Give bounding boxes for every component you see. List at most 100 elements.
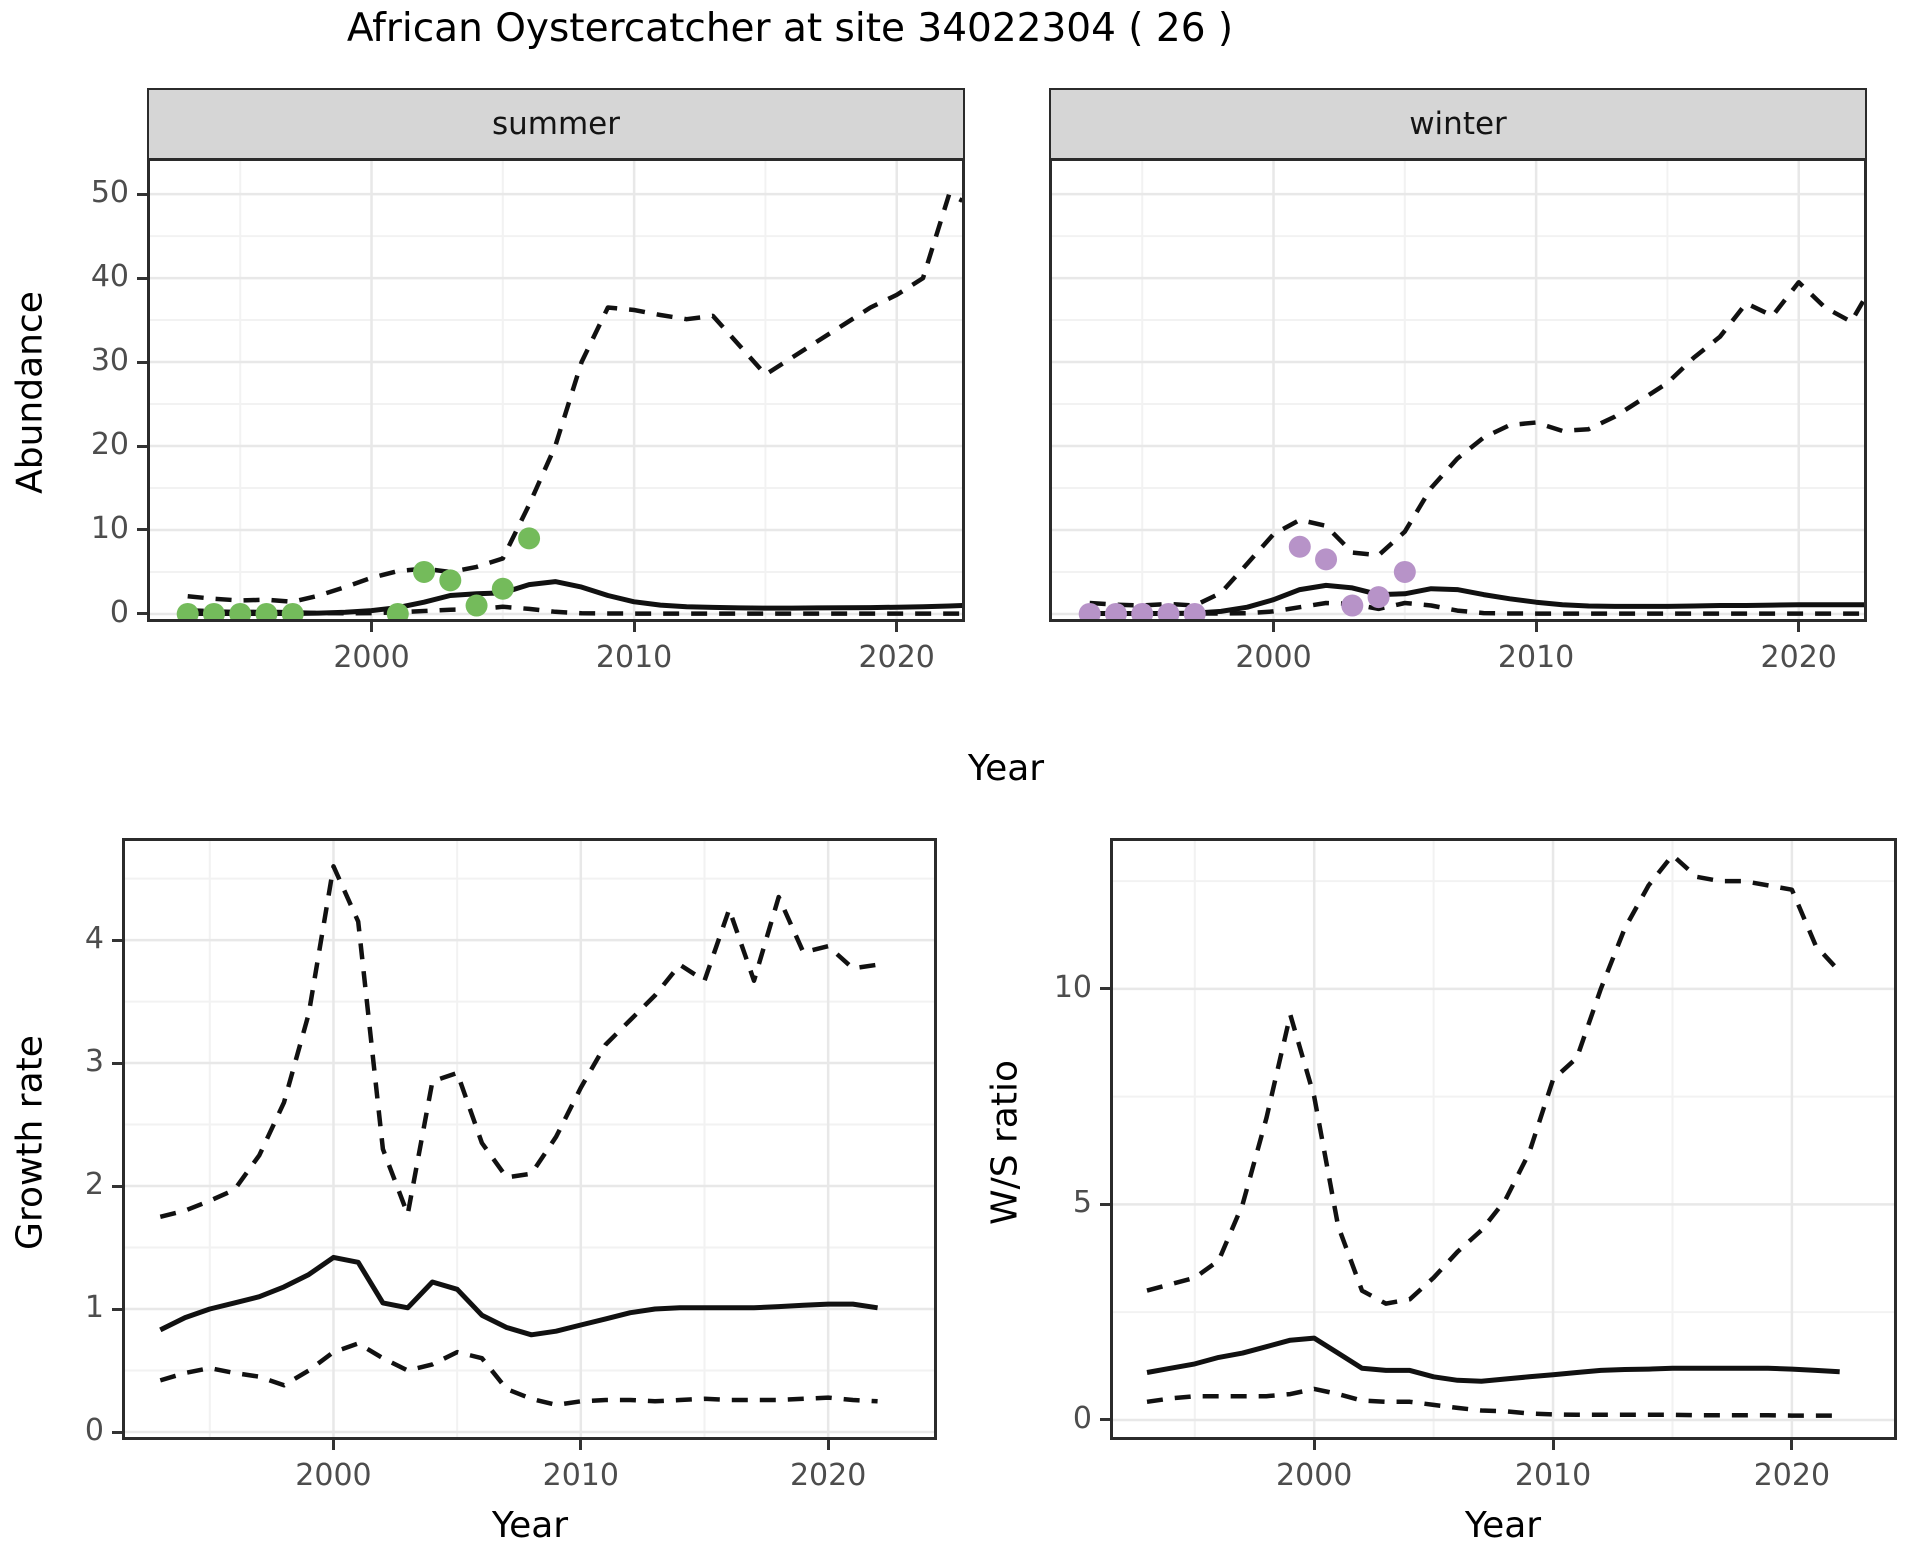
y-axis-tick-mark bbox=[137, 276, 147, 280]
top-year-axis-title: Year bbox=[967, 748, 1045, 789]
x-axis-tick-mark bbox=[1797, 622, 1801, 632]
x-axis-tick-mark bbox=[1272, 622, 1276, 632]
y-axis-tick-label: 40 bbox=[90, 259, 129, 295]
ws-year-axis-title: Year bbox=[1464, 1505, 1542, 1546]
abundance-summer-lower_ci-line bbox=[187, 604, 963, 616]
abundance-summer-observation-point bbox=[176, 602, 199, 622]
y-axis-tick-label: 0 bbox=[84, 1413, 104, 1448]
ws-ratio-lower_ci-line bbox=[1146, 1386, 1840, 1418]
abundance-summer-plot bbox=[147, 158, 965, 622]
abundance-summer-observation-point bbox=[439, 569, 462, 592]
abundance-winter-plot bbox=[1049, 158, 1867, 622]
y-axis-tick-label: 0 bbox=[109, 594, 129, 630]
facet-strip-summer-label: summer bbox=[491, 106, 620, 142]
abundance-winter-observation-point bbox=[1078, 602, 1101, 622]
abundance-summer-observation-point bbox=[386, 602, 409, 622]
x-axis-tick-mark bbox=[579, 1440, 583, 1450]
y-axis-tick-mark bbox=[137, 360, 147, 364]
ws-ratio-axis-title: W/S ratio bbox=[984, 1059, 1026, 1226]
x-axis-tick-mark bbox=[1534, 622, 1538, 632]
abundance-summer-observation-point bbox=[229, 602, 252, 622]
y-axis-tick-label: 50 bbox=[90, 175, 129, 211]
x-axis-tick-label: 2010 bbox=[1514, 1458, 1592, 1493]
y-axis-tick-label: 20 bbox=[90, 427, 129, 462]
facet-strip-summer: summer bbox=[147, 88, 965, 160]
y-axis-tick-label: 10 bbox=[1053, 969, 1092, 1005]
abundance-winter-panel bbox=[1049, 158, 1867, 622]
y-axis-tick-mark bbox=[1100, 1418, 1110, 1422]
y-axis-tick-label: 10 bbox=[90, 510, 129, 546]
facet-strip-winter: winter bbox=[1049, 88, 1867, 160]
abundance-summer-observation-point bbox=[491, 577, 514, 600]
ws-ratio-median-line bbox=[1146, 1335, 1840, 1384]
abundance-summer-observation-point bbox=[413, 560, 436, 583]
abundance-winter-observation-point bbox=[1315, 548, 1338, 571]
x-axis-tick-mark bbox=[826, 1440, 830, 1450]
growth-rate-median-line bbox=[159, 1254, 878, 1338]
x-axis-tick-label: 2000 bbox=[1276, 1458, 1353, 1493]
x-axis-tick-label: 2010 bbox=[595, 640, 673, 675]
x-axis-tick-mark bbox=[331, 1440, 335, 1450]
abundance-winter-observation-point bbox=[1288, 535, 1311, 558]
y-axis-tick-mark bbox=[112, 1307, 122, 1311]
y-axis-tick-mark bbox=[112, 1184, 122, 1188]
abundance-summer-observation-point bbox=[465, 594, 488, 617]
abundance-winter-lower_ci-line bbox=[1089, 600, 1865, 616]
x-axis-tick-mark bbox=[895, 622, 899, 632]
growth-rate-axis-title: Growth rate bbox=[9, 1035, 51, 1250]
ws-ratio-plot bbox=[1110, 838, 1897, 1440]
ws-ratio-upper_ci-line bbox=[1146, 852, 1842, 1306]
facet-strip-winter-label: winter bbox=[1409, 106, 1507, 142]
y-axis-tick-mark bbox=[112, 938, 122, 942]
growth-rate-plot bbox=[122, 838, 937, 1440]
x-axis-tick-label: 2000 bbox=[1235, 640, 1312, 675]
x-axis-tick-mark bbox=[1790, 1440, 1794, 1450]
growth-rate-panel bbox=[122, 838, 937, 1440]
y-axis-tick-mark bbox=[1100, 1202, 1110, 1206]
abundance-summer-observation-point bbox=[255, 602, 278, 622]
y-axis-tick-mark bbox=[137, 192, 147, 196]
y-axis-tick-label: 30 bbox=[90, 343, 129, 379]
y-axis-tick-label: 1 bbox=[84, 1290, 104, 1326]
abundance-summer-upper_ci-line bbox=[187, 191, 964, 605]
abundance-summer-observation-point bbox=[202, 602, 225, 622]
abundance-winter-observation-point bbox=[1393, 560, 1416, 583]
figure-title: African Oystercatcher at site 34022304 (… bbox=[346, 6, 1234, 51]
ws-ratio-panel bbox=[1110, 838, 1897, 1440]
x-axis-tick-label: 2010 bbox=[542, 1458, 619, 1493]
x-axis-tick-label: 2020 bbox=[1753, 1458, 1831, 1493]
x-axis-tick-label: 2020 bbox=[1760, 640, 1837, 675]
x-axis-tick-mark bbox=[370, 622, 374, 632]
y-axis-tick-label: 2 bbox=[84, 1167, 104, 1203]
x-axis-tick-label: 2010 bbox=[1497, 640, 1575, 675]
x-axis-tick-mark bbox=[632, 622, 636, 632]
x-axis-tick-label: 2020 bbox=[789, 1458, 867, 1493]
y-axis-tick-label: 0 bbox=[1072, 1400, 1092, 1436]
abundance-winter-observation-point bbox=[1157, 602, 1180, 622]
y-axis-tick-mark bbox=[137, 444, 147, 448]
abundance-winter-upper_ci-line bbox=[1089, 280, 1867, 608]
x-axis-tick-mark bbox=[1312, 1440, 1316, 1450]
y-axis-tick-label: 4 bbox=[84, 921, 104, 957]
abundance-summer-panel bbox=[147, 158, 965, 622]
y-axis-tick-mark bbox=[112, 1430, 122, 1434]
x-axis-tick-mark bbox=[1551, 1440, 1555, 1450]
x-axis-tick-label: 2000 bbox=[295, 1458, 372, 1493]
abundance-summer-observation-point bbox=[281, 602, 304, 622]
y-axis-tick-mark bbox=[112, 1061, 122, 1065]
growth-rate-lower_ci-line bbox=[159, 1341, 878, 1408]
abundance-winter-median-line bbox=[1089, 582, 1865, 616]
x-axis-tick-label: 2020 bbox=[858, 640, 935, 675]
y-axis-tick-mark bbox=[137, 612, 147, 616]
growth-rate-upper_ci-line bbox=[159, 864, 878, 1219]
abundance-winter-observation-point bbox=[1131, 602, 1154, 622]
abundance-winter-observation-point bbox=[1341, 594, 1364, 617]
abundance-summer-median-line bbox=[187, 579, 963, 616]
y-axis-tick-label: 3 bbox=[84, 1044, 104, 1080]
growth-year-axis-title: Year bbox=[491, 1505, 569, 1546]
abundance-summer-observation-point bbox=[518, 527, 541, 550]
abundance-winter-observation-point bbox=[1104, 602, 1127, 622]
abundance-winter-observation-point bbox=[1367, 586, 1390, 609]
y-axis-tick-mark bbox=[1100, 987, 1110, 991]
